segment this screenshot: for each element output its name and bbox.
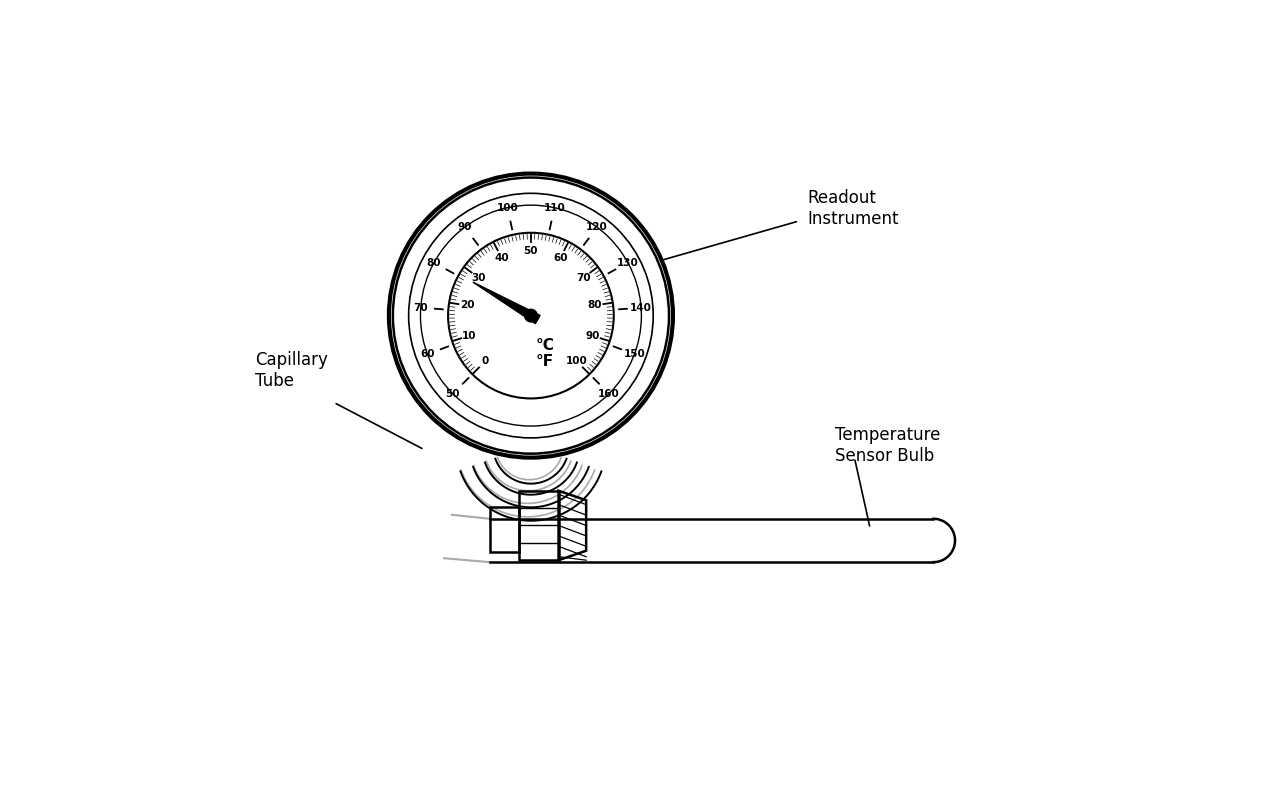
Text: 70: 70 [413,303,428,312]
Text: Readout
Instrument: Readout Instrument [807,189,898,228]
Text: 100: 100 [566,357,588,366]
Text: Temperature
Sensor Bulb: Temperature Sensor Bulb [835,426,940,465]
Circle shape [525,309,537,322]
Text: 90: 90 [457,222,471,232]
Text: 120: 120 [587,222,608,232]
Text: 160: 160 [598,389,620,398]
Text: °C: °C [536,338,555,353]
Text: 10: 10 [462,331,476,341]
Text: 0: 0 [481,357,489,366]
Text: 150: 150 [623,350,645,359]
Text: 30: 30 [471,272,485,282]
Text: 50: 50 [523,246,538,256]
Text: 140: 140 [630,303,653,312]
Text: 90: 90 [585,331,599,341]
Text: 20: 20 [460,301,474,311]
Text: 70: 70 [576,272,590,282]
Text: 130: 130 [617,258,639,267]
Bar [519,491,559,560]
Text: °F: °F [536,353,554,369]
Circle shape [449,233,613,398]
Text: 40: 40 [494,253,509,263]
Text: 100: 100 [497,203,518,213]
Text: 50: 50 [446,389,460,398]
Text: 60: 60 [554,253,568,263]
Bar [490,507,519,552]
Text: 80: 80 [427,258,441,267]
Text: 80: 80 [588,301,602,311]
Text: 60: 60 [421,350,435,359]
Text: Capillary
Tube: Capillary Tube [255,351,328,391]
Text: 110: 110 [544,203,565,213]
Polygon shape [473,282,540,323]
